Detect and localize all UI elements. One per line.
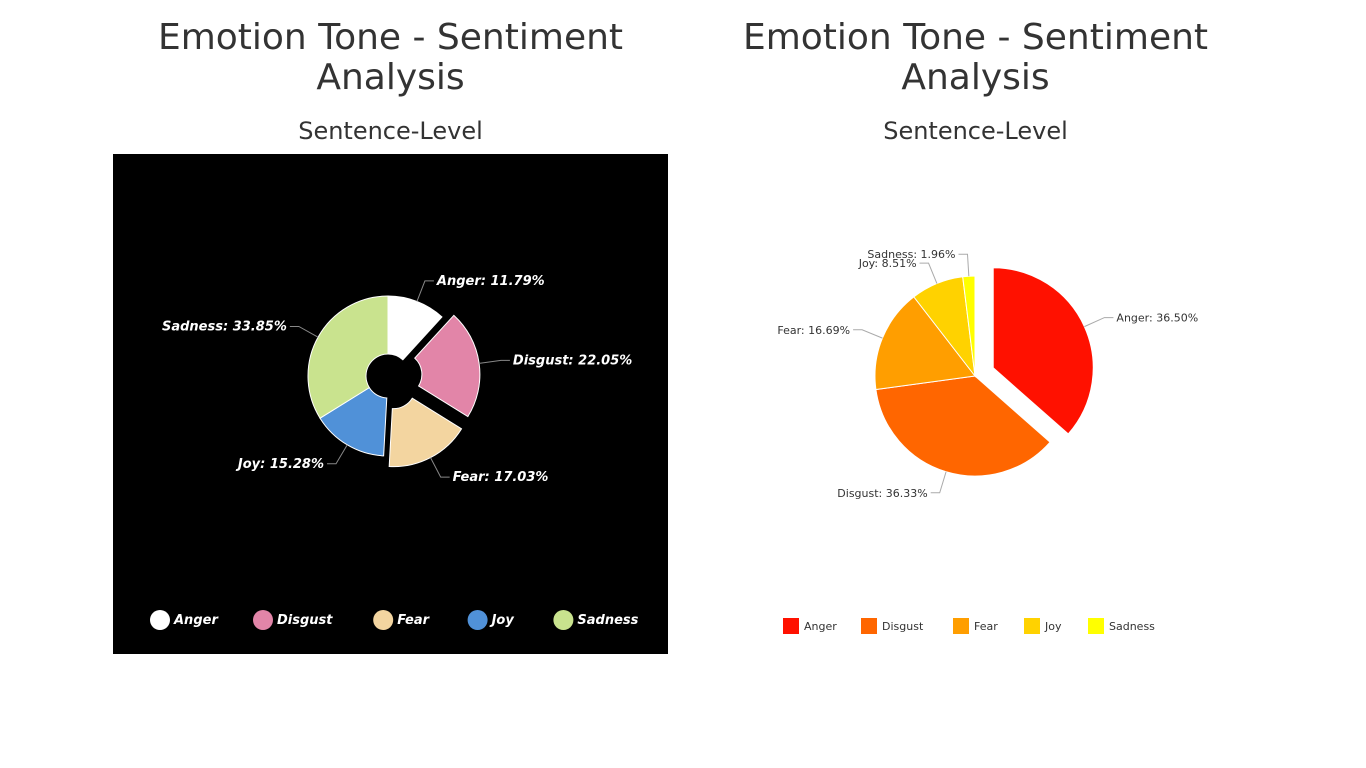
legend-item-fear[interactable]: Fear bbox=[373, 610, 431, 630]
slice-sadness[interactable] bbox=[307, 295, 389, 419]
data-label-anger: Anger: 11.79% bbox=[436, 274, 545, 289]
donut-chart-svg: Anger: 11.79% Disgust: 22.05% Fear: 17.03%… bbox=[150, 274, 639, 630]
legend-item-joy[interactable]: Joy bbox=[467, 610, 515, 630]
data-label-sadness: Sadness: 1.96% bbox=[867, 248, 955, 261]
data-label-joy: Joy: 15.28% bbox=[235, 457, 324, 472]
data-label-joy: Joy: 8.51% bbox=[858, 257, 917, 270]
legend-marker bbox=[783, 618, 799, 634]
legend-marker bbox=[1024, 618, 1040, 634]
legend-label: Anger bbox=[804, 620, 837, 633]
legend-marker bbox=[373, 610, 394, 630]
legend-marker bbox=[553, 610, 574, 630]
legend-label: Fear bbox=[974, 620, 998, 633]
chart-title: Emotion Tone - Sentiment Analysis bbox=[157, 17, 624, 98]
legend-label: Sadness bbox=[1109, 620, 1155, 633]
legend-marker bbox=[467, 610, 488, 630]
chart-panel-left: Emotion Tone - Sentiment Analysis Senten… bbox=[98, 0, 683, 768]
connector-joy bbox=[327, 444, 348, 465]
connector-anger bbox=[1084, 317, 1114, 328]
connector-fear bbox=[853, 329, 883, 339]
connector-fear bbox=[430, 457, 450, 478]
legend-label: Anger bbox=[173, 613, 219, 628]
legend-item-sadness[interactable]: Sadness bbox=[1088, 618, 1155, 634]
chart-subtitle: Sentence-Level bbox=[883, 117, 1068, 145]
connector-disgust bbox=[930, 471, 947, 494]
data-label-fear: Fear: 17.03% bbox=[453, 470, 549, 485]
legend-item-joy[interactable]: Joy bbox=[1024, 618, 1062, 634]
chart-panel-right: Emotion Tone - Sentiment Analysis Senten… bbox=[683, 0, 1268, 768]
donut-chart-area: Anger: 11.79% Disgust: 22.05% Fear: 17.03%… bbox=[113, 154, 668, 654]
legend-marker bbox=[953, 618, 969, 634]
data-label-disgust: Disgust: 36.33% bbox=[837, 487, 927, 500]
legend-item-fear[interactable]: Fear bbox=[953, 618, 998, 634]
slice-anger[interactable] bbox=[387, 295, 443, 361]
slice-disgust[interactable] bbox=[875, 375, 1051, 477]
slice-joy[interactable] bbox=[319, 386, 388, 457]
legend-label: Joy bbox=[1044, 620, 1062, 633]
connector-sadness bbox=[958, 253, 970, 277]
legend-marker bbox=[1088, 618, 1104, 634]
chart-title: Emotion Tone - Sentiment Analysis bbox=[742, 17, 1209, 98]
legend-label: Joy bbox=[489, 613, 515, 628]
slice-fear[interactable] bbox=[874, 296, 976, 391]
legend-marker bbox=[253, 610, 273, 630]
data-label-disgust: Disgust: 22.05% bbox=[513, 353, 632, 368]
legend-label: Disgust bbox=[277, 613, 333, 628]
legend-label: Sadness bbox=[577, 613, 638, 628]
pie-chart-area: Anger: 36.50% Disgust: 36.33% Fear: 16.69%… bbox=[683, 154, 1268, 654]
legend-item-anger[interactable]: Anger bbox=[783, 618, 837, 634]
chart-subtitle: Sentence-Level bbox=[298, 117, 483, 145]
slice-anger[interactable] bbox=[992, 267, 1094, 435]
slice-fear[interactable] bbox=[388, 397, 463, 468]
legend-item-disgust[interactable]: Disgust bbox=[861, 618, 924, 634]
data-label-anger: Anger: 36.50% bbox=[1116, 312, 1198, 325]
legend-marker bbox=[150, 610, 170, 630]
connector-disgust bbox=[479, 359, 510, 364]
connector-anger bbox=[416, 280, 434, 302]
legend-label: Fear bbox=[397, 613, 430, 628]
legend-label: Disgust bbox=[882, 620, 924, 633]
data-label-sadness: Sadness: 33.85% bbox=[162, 319, 287, 334]
pie-chart-svg: Anger: 36.50% Disgust: 36.33% Fear: 16.69%… bbox=[777, 248, 1198, 634]
legend-marker bbox=[861, 618, 877, 634]
connector-joy bbox=[919, 262, 938, 284]
connector-sadness bbox=[289, 325, 319, 338]
slice-disgust[interactable] bbox=[414, 314, 481, 418]
legend-item-sadness[interactable]: Sadness bbox=[553, 610, 639, 630]
data-label-fear: Fear: 16.69% bbox=[777, 324, 850, 337]
legend-item-disgust[interactable]: Disgust bbox=[253, 610, 333, 630]
legend-item-anger[interactable]: Anger bbox=[150, 610, 219, 630]
